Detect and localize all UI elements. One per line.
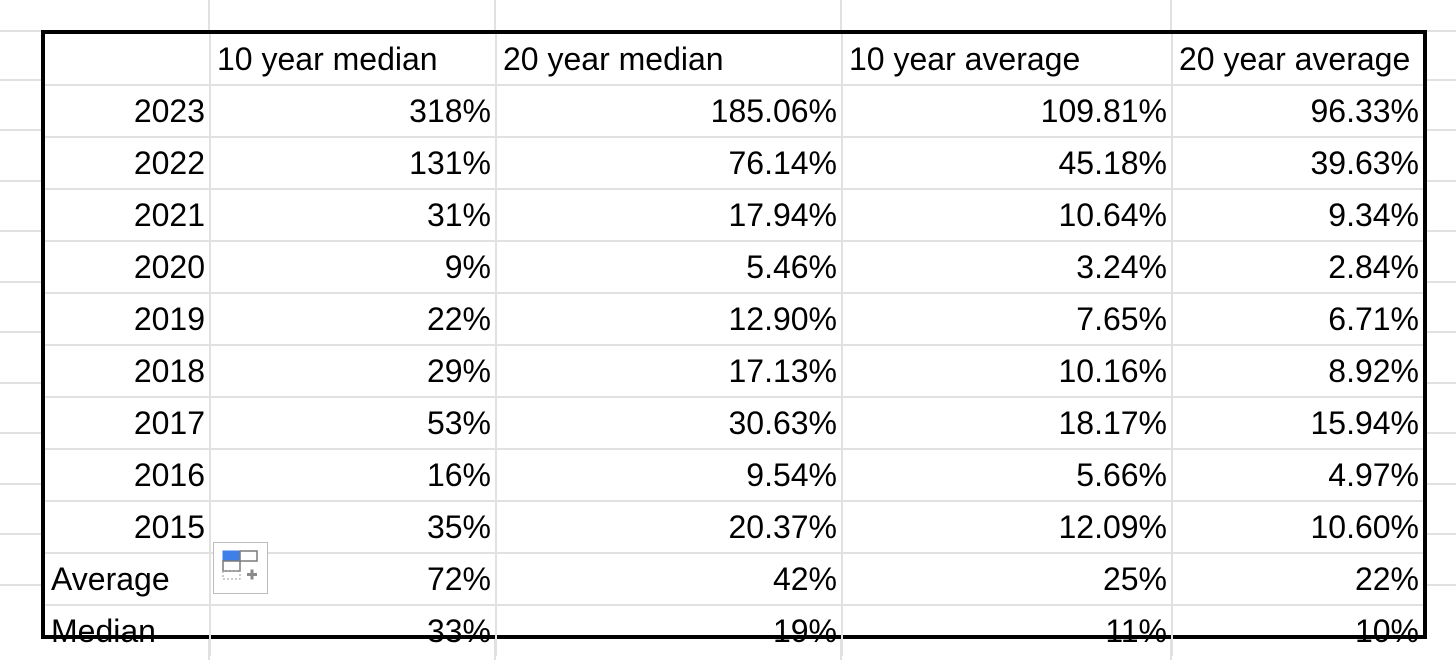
value-cell[interactable]: 76.14% — [495, 136, 843, 190]
value-cell[interactable]: 5.46% — [495, 240, 843, 294]
row-label-cell[interactable]: Average — [45, 552, 211, 606]
quick-analysis-icon — [222, 550, 258, 580]
value-cell[interactable]: 18.17% — [841, 396, 1173, 450]
table-row: 2016 16% 9.54% 5.66% 4.97% — [45, 448, 1423, 502]
table-row: 2022 131% 76.14% 45.18% 39.63% — [45, 136, 1423, 190]
value-cell[interactable]: 53% — [209, 396, 497, 450]
row-label-cell[interactable]: 2023 — [45, 84, 211, 138]
value-cell[interactable]: 45.18% — [841, 136, 1173, 190]
value-cell[interactable]: 31% — [209, 188, 497, 242]
value-cell[interactable]: 10.60% — [1171, 500, 1423, 554]
value-cell[interactable]: 25% — [841, 552, 1173, 606]
table-row: 2021 31% 17.94% 10.64% 9.34% — [45, 188, 1423, 242]
value-cell[interactable]: 17.13% — [495, 344, 843, 398]
value-cell[interactable]: 12.90% — [495, 292, 843, 346]
header-cell-10yr-average[interactable]: 10 year average — [841, 34, 1173, 86]
value-cell[interactable]: 109.81% — [841, 84, 1173, 138]
value-cell[interactable]: 29% — [209, 344, 497, 398]
value-cell[interactable]: 17.94% — [495, 188, 843, 242]
value-cell[interactable]: 39.63% — [1171, 136, 1423, 190]
selected-data-range: 10 year median 20 year median 10 year av… — [41, 30, 1427, 656]
row-label-cell[interactable]: 2020 — [45, 240, 211, 294]
value-cell[interactable]: 10.16% — [841, 344, 1173, 398]
value-cell[interactable]: 10% — [1171, 604, 1423, 656]
value-cell[interactable]: 9% — [209, 240, 497, 294]
value-cell[interactable]: 12.09% — [841, 500, 1173, 554]
value-cell[interactable]: 20.37% — [495, 500, 843, 554]
quick-analysis-button[interactable] — [213, 542, 268, 594]
value-cell[interactable]: 5.66% — [841, 448, 1173, 502]
value-cell[interactable]: 10.64% — [841, 188, 1173, 242]
value-cell[interactable]: 96.33% — [1171, 84, 1423, 138]
value-cell[interactable]: 4.97% — [1171, 448, 1423, 502]
row-label-cell[interactable]: 2015 — [45, 500, 211, 554]
value-cell[interactable]: 8.92% — [1171, 344, 1423, 398]
value-cell[interactable]: 7.65% — [841, 292, 1173, 346]
value-cell[interactable]: 15.94% — [1171, 396, 1423, 450]
table-row: 2020 9% 5.46% 3.24% 2.84% — [45, 240, 1423, 294]
header-cell-20yr-median[interactable]: 20 year median — [495, 34, 843, 86]
value-cell[interactable]: 6.71% — [1171, 292, 1423, 346]
header-cell-10yr-median[interactable]: 10 year median — [209, 34, 497, 86]
value-cell[interactable]: 9.34% — [1171, 188, 1423, 242]
value-cell[interactable]: 318% — [209, 84, 497, 138]
value-cell[interactable]: 22% — [1171, 552, 1423, 606]
data-table: 10 year median 20 year median 10 year av… — [45, 34, 1423, 656]
table-row: 2023 318% 185.06% 109.81% 96.33% — [45, 84, 1423, 138]
value-cell[interactable]: 30.63% — [495, 396, 843, 450]
header-row: 10 year median 20 year median 10 year av… — [45, 34, 1423, 86]
header-cell-blank[interactable] — [45, 34, 211, 86]
value-cell[interactable]: 9.54% — [495, 448, 843, 502]
table-row: 2019 22% 12.90% 7.65% 6.71% — [45, 292, 1423, 346]
row-label-cell[interactable]: 2022 — [45, 136, 211, 190]
header-cell-20yr-average[interactable]: 20 year average — [1171, 34, 1423, 86]
table-row: 2018 29% 17.13% 10.16% 8.92% — [45, 344, 1423, 398]
value-cell[interactable]: 2.84% — [1171, 240, 1423, 294]
table-row-median: Median 33% 19% 11% 10% — [45, 604, 1423, 656]
value-cell[interactable]: 11% — [841, 604, 1173, 656]
row-label-cell[interactable]: 2018 — [45, 344, 211, 398]
row-label-cell[interactable]: 2021 — [45, 188, 211, 242]
row-label-cell[interactable]: 2016 — [45, 448, 211, 502]
row-label-cell[interactable]: 2017 — [45, 396, 211, 450]
table-row: 2017 53% 30.63% 18.17% 15.94% — [45, 396, 1423, 450]
value-cell[interactable]: 3.24% — [841, 240, 1173, 294]
value-cell[interactable]: 131% — [209, 136, 497, 190]
row-label-cell[interactable]: 2019 — [45, 292, 211, 346]
value-cell[interactable]: 16% — [209, 448, 497, 502]
value-cell[interactable]: 22% — [209, 292, 497, 346]
value-cell[interactable]: 42% — [495, 552, 843, 606]
table-row: 2015 35% 20.37% 12.09% 10.60% — [45, 500, 1423, 554]
value-cell[interactable]: 19% — [495, 604, 843, 656]
value-cell[interactable]: 33% — [209, 604, 497, 656]
row-label-cell[interactable]: Median — [45, 604, 211, 656]
value-cell[interactable]: 185.06% — [495, 84, 843, 138]
